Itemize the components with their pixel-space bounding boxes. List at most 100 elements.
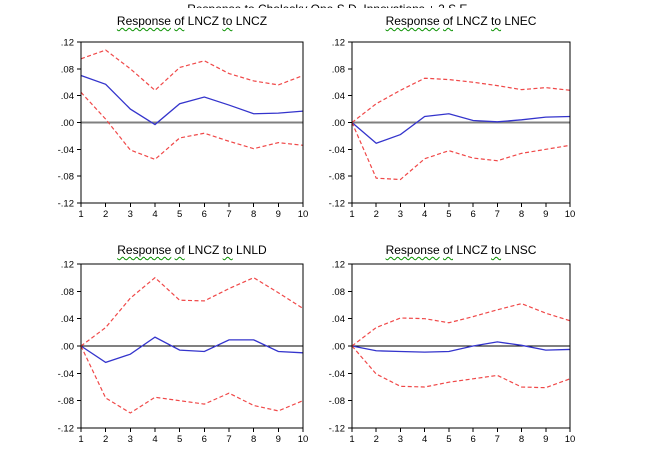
line-plot: .12 .08 .04 .00 -.04 -.08 -.12 1 2 3 4 5 6 7 8 9 10 bbox=[58, 260, 308, 446]
x-tick-label: 9 bbox=[276, 434, 281, 445]
y-tick-label: .08 bbox=[332, 287, 345, 298]
x-tick-label: 9 bbox=[543, 209, 548, 220]
lower-2se-band-line bbox=[351, 345, 571, 389]
figure-main-title-text: Response to Cholesky One S.D. Innovation… bbox=[187, 2, 471, 8]
response-line bbox=[80, 74, 304, 126]
upper-2se-band-line bbox=[80, 49, 304, 92]
lower-2se-band-line bbox=[80, 345, 304, 414]
panel-title: Response of LNCZ to LNLD bbox=[81, 243, 303, 257]
lower-2se-band-line bbox=[80, 91, 304, 161]
x-tick-label: 9 bbox=[276, 209, 281, 220]
x-tick-label: 5 bbox=[177, 209, 182, 220]
x-tick-label: 6 bbox=[202, 209, 207, 220]
x-tick-label: 2 bbox=[374, 434, 379, 445]
y-tick-label: -.12 bbox=[58, 424, 74, 435]
x-tick-label: 4 bbox=[422, 209, 427, 220]
y-tick-label: .04 bbox=[61, 314, 74, 325]
panel-title-word: LNSC bbox=[504, 243, 537, 257]
x-tick-label: 6 bbox=[202, 434, 207, 445]
panel-title-word: to bbox=[491, 14, 502, 28]
x-tick-label: 5 bbox=[446, 209, 451, 220]
x-tick-label: 9 bbox=[543, 434, 548, 445]
panel-title-word: Response bbox=[116, 14, 171, 28]
panel-title-word: of bbox=[174, 14, 185, 28]
x-tick-label: 4 bbox=[152, 209, 157, 220]
x-tick-label: 7 bbox=[495, 209, 500, 220]
y-tick-label: .00 bbox=[61, 342, 74, 353]
y-tick-label: .04 bbox=[332, 314, 345, 325]
panel-title: Response of LNCZ to LNCZ bbox=[81, 14, 303, 28]
y-tick-label: .12 bbox=[61, 260, 74, 271]
main-title-word: One bbox=[311, 2, 334, 8]
y-tick-label: .00 bbox=[61, 118, 74, 129]
irf-panel-lncz-lnsc: Response of LNCZ to LNSC .12 .08 .04 .00 -.0… bbox=[301, 239, 575, 448]
y-tick-label: .00 bbox=[332, 342, 345, 353]
panel-title-word: of bbox=[442, 14, 453, 28]
y-tick-label: -.04 bbox=[58, 145, 74, 156]
x-tick-label: 5 bbox=[446, 434, 451, 445]
panel-title-word: LNCZ bbox=[235, 14, 268, 28]
main-title-word: Innovations bbox=[363, 2, 424, 8]
y-tick-label: .04 bbox=[332, 91, 345, 102]
x-tick-label: 10 bbox=[298, 434, 308, 445]
y-tick-label: -.12 bbox=[329, 424, 345, 435]
panel-title-word: of bbox=[174, 243, 185, 257]
lower-2se-band-line bbox=[351, 122, 571, 181]
line-plot: .12 .08 .04 .00 -.04 -.08 -.12 1 2 3 4 5 6 7 8 9 10 bbox=[329, 260, 575, 446]
y-tick-label: .08 bbox=[61, 64, 74, 75]
x-tick-label: 3 bbox=[398, 434, 403, 445]
x-tick-label: 4 bbox=[422, 434, 427, 445]
y-tick-label: -.08 bbox=[329, 172, 345, 183]
x-tick-label: 10 bbox=[298, 209, 308, 220]
panel-title-word: LNEC bbox=[504, 14, 537, 28]
panel-title-word: LNCZ bbox=[188, 243, 220, 257]
y-tick-label: .12 bbox=[332, 260, 345, 271]
main-title-word: ± bbox=[428, 2, 435, 8]
upper-2se-band-line bbox=[351, 77, 571, 123]
main-title-word: 2 bbox=[438, 2, 445, 8]
x-tick-label: 10 bbox=[565, 209, 575, 220]
main-title-word: Cholesky bbox=[258, 2, 307, 8]
x-tick-label: 2 bbox=[103, 209, 108, 220]
y-tick-label: .08 bbox=[332, 64, 345, 75]
x-tick-label: 4 bbox=[152, 434, 157, 445]
x-tick-label: 3 bbox=[128, 434, 133, 445]
x-tick-label: 1 bbox=[349, 209, 354, 220]
y-tick-label: -.12 bbox=[58, 199, 74, 210]
panel-title: Response of LNCZ to LNSC bbox=[352, 243, 570, 257]
y-tick-label: -.04 bbox=[58, 369, 74, 380]
x-tick-label: 8 bbox=[251, 209, 256, 220]
x-tick-label: 6 bbox=[470, 434, 475, 445]
x-tick-label: 8 bbox=[519, 209, 524, 220]
irf-panel-lncz-lnld: Response of LNCZ to LNLD .12 .08 .04 .00 -.0… bbox=[30, 239, 308, 448]
line-plot: .12 .08 .04 .00 -.04 -.08 -.12 1 2 3 4 5 6 7 8 9 10 bbox=[329, 38, 575, 221]
x-tick-label: 3 bbox=[398, 209, 403, 220]
x-tick-label: 2 bbox=[103, 434, 108, 445]
x-tick-label: 7 bbox=[226, 434, 231, 445]
response-line bbox=[351, 341, 571, 353]
main-title-word: S.E. bbox=[448, 2, 471, 8]
panel-title-word: Response bbox=[117, 243, 172, 257]
panel-title-word: LNLD bbox=[236, 243, 267, 257]
irf-panel-lncz-lncz: Response of LNCZ to LNCZ .12 .08 .04 .00 -.0… bbox=[30, 12, 308, 223]
main-title-word: to bbox=[245, 2, 255, 8]
panel-title-word: LNCZ bbox=[456, 14, 488, 28]
plot-frame bbox=[351, 263, 571, 429]
y-tick-label: .12 bbox=[61, 38, 74, 49]
response-line bbox=[80, 336, 304, 364]
plot-frame bbox=[80, 41, 304, 204]
x-tick-label: 3 bbox=[128, 209, 133, 220]
y-tick-label: .12 bbox=[332, 38, 345, 49]
panel-title-word: of bbox=[442, 243, 453, 257]
x-tick-label: 8 bbox=[251, 434, 256, 445]
main-title-word: Response bbox=[187, 2, 241, 8]
plot-frame bbox=[351, 41, 571, 204]
x-tick-label: 1 bbox=[78, 209, 83, 220]
y-tick-label: .04 bbox=[61, 91, 74, 102]
panel-title-word: LNCZ bbox=[456, 243, 488, 257]
upper-2se-band-line bbox=[80, 276, 304, 347]
y-tick-label: -.12 bbox=[329, 199, 345, 210]
y-tick-label: .08 bbox=[61, 287, 74, 298]
y-tick-label: -.08 bbox=[329, 396, 345, 407]
